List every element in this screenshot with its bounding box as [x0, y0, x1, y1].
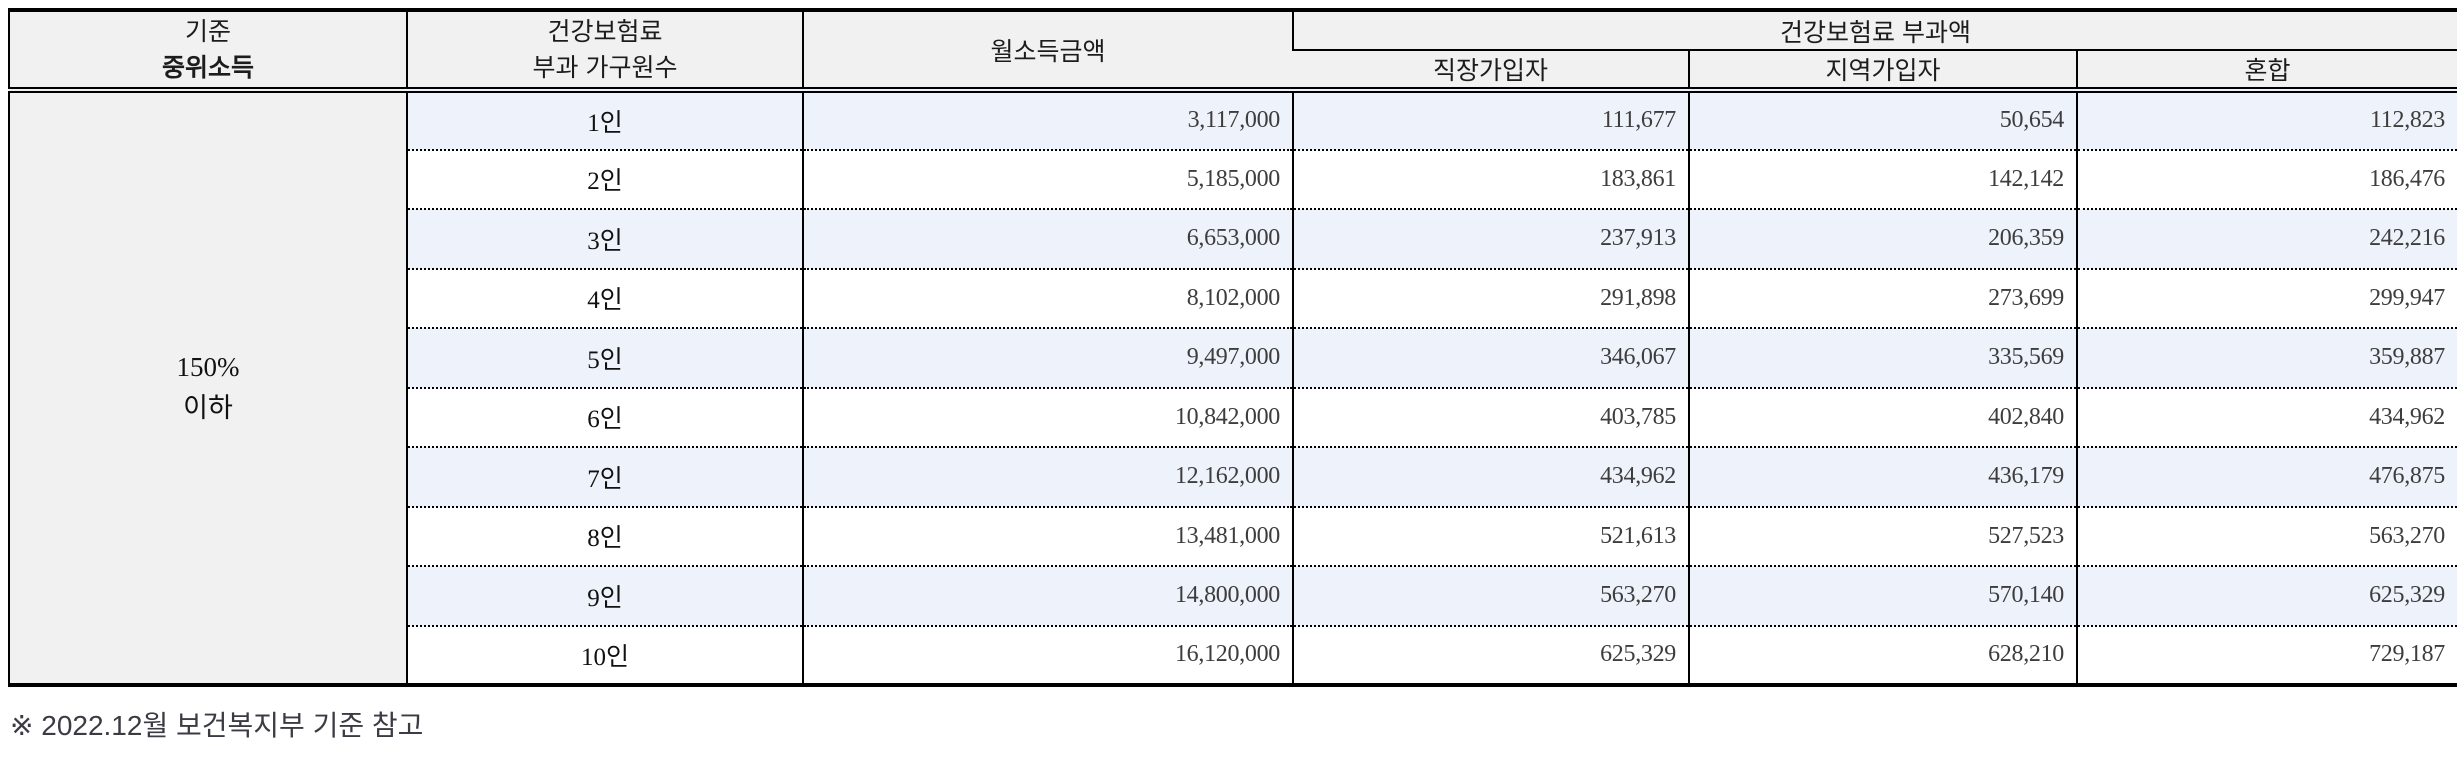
mixed-premium-cell: 729,187: [2076, 624, 2457, 685]
header-household-line1: 건강보험료: [547, 17, 663, 46]
monthly-income-cell: 14,800,000: [802, 565, 1293, 626]
workplace-premium-cell: 625,329: [1292, 624, 1689, 685]
monthly-income-cell: 16,120,000: [802, 624, 1293, 685]
header-mixed: 혼합: [2076, 50, 2457, 93]
regional-premium-cell: 628,210: [1688, 624, 2077, 685]
monthly-income-cell: 9,497,000: [802, 327, 1293, 388]
household-count-cell: 4인: [407, 267, 803, 328]
monthly-income-cell: 3,117,000: [802, 90, 1293, 150]
workplace-premium-cell: 111,677: [1292, 90, 1689, 150]
header-premium-group: 건강보험료 부과액: [1292, 10, 2457, 51]
household-count-cell: 2인: [407, 148, 803, 209]
table-row: 6인 10,842,000 403,785 402,840 434,962: [9, 386, 2457, 447]
header-workplace-subscriber: 직장가입자: [1293, 50, 1689, 93]
criteria-line2: 이하: [183, 393, 233, 423]
header-monthly-income: 월소득금액: [802, 10, 1293, 93]
header-criteria: 기준 중위소득: [9, 10, 407, 93]
mixed-premium-cell: 242,216: [2076, 208, 2457, 269]
mixed-premium-cell: 186,476: [2076, 148, 2457, 209]
health-insurance-premium-table: 기준 중위소득 건강보험료 부과 가구원수 월소득금액 건강보험료 부과액 직장…: [8, 8, 2457, 687]
workplace-premium-cell: 346,067: [1292, 327, 1689, 388]
header-household-count: 건강보험료 부과 가구원수: [406, 10, 803, 93]
workplace-premium-cell: 434,962: [1292, 446, 1689, 507]
workplace-premium-cell: 521,613: [1292, 505, 1689, 566]
criteria-line1: 150%: [176, 352, 240, 382]
mixed-premium-cell: 299,947: [2076, 267, 2457, 328]
header-criteria-line1: 기준: [184, 17, 231, 46]
mixed-premium-cell: 625,329: [2076, 565, 2457, 626]
regional-premium-cell: 142,142: [1688, 148, 2077, 209]
workplace-premium-cell: 403,785: [1292, 386, 1689, 447]
monthly-income-cell: 8,102,000: [802, 267, 1293, 328]
household-count-cell: 6인: [407, 386, 803, 447]
regional-premium-cell: 527,523: [1688, 505, 2077, 566]
household-count-cell: 5인: [407, 327, 803, 388]
workplace-premium-cell: 183,861: [1292, 148, 1689, 209]
workplace-premium-cell: 563,270: [1292, 565, 1689, 626]
table-row: 3인 6,653,000 237,913 206,359 242,216: [9, 208, 2457, 269]
monthly-income-cell: 10,842,000: [802, 386, 1293, 447]
regional-premium-cell: 570,140: [1688, 565, 2077, 626]
table-row: 4인 8,102,000 291,898 273,699 299,947: [9, 267, 2457, 328]
regional-premium-cell: 436,179: [1688, 446, 2077, 507]
table-header: 기준 중위소득 건강보험료 부과 가구원수 월소득금액 건강보험료 부과액 직장…: [9, 10, 2457, 93]
regional-premium-cell: 50,654: [1688, 90, 2077, 150]
header-criteria-line2: 중위소득: [161, 53, 254, 82]
household-count-cell: 7인: [407, 446, 803, 507]
page: 기준 중위소득 건강보험료 부과 가구원수 월소득금액 건강보험료 부과액 직장…: [8, 8, 2457, 741]
regional-premium-cell: 335,569: [1688, 327, 2077, 388]
mixed-premium-cell: 476,875: [2076, 446, 2457, 507]
table-body: 150% 이하 1인 3,117,000 111,677 50,654 112,823 2인 5…: [9, 90, 2457, 685]
monthly-income-cell: 6,653,000: [802, 208, 1293, 269]
header-household-line2: 부과 가구원수: [532, 53, 678, 82]
table-row: 10인 16,120,000 625,329 628,210 729,187: [9, 624, 2457, 685]
regional-premium-cell: 273,699: [1688, 267, 2077, 328]
household-count-cell: 3인: [407, 208, 803, 269]
table-row: 9인 14,800,000 563,270 570,140 625,329: [9, 565, 2457, 626]
monthly-income-cell: 5,185,000: [802, 148, 1293, 209]
table-row: 8인 13,481,000 521,613 527,523 563,270: [9, 505, 2457, 566]
workplace-premium-cell: 291,898: [1292, 267, 1689, 328]
household-count-cell: 8인: [407, 505, 803, 566]
table-row: 2인 5,185,000 183,861 142,142 186,476: [9, 148, 2457, 209]
table-row: 7인 12,162,000 434,962 436,179 476,875: [9, 446, 2457, 507]
regional-premium-cell: 402,840: [1688, 386, 2077, 447]
household-count-cell: 1인: [406, 90, 803, 150]
table-row: 5인 9,497,000 346,067 335,569 359,887: [9, 327, 2457, 388]
footnote: ※ 2022.12월 보건복지부 기준 참고: [10, 710, 424, 741]
household-count-cell: 9인: [407, 565, 803, 626]
mixed-premium-cell: 112,823: [2076, 90, 2457, 150]
regional-premium-cell: 206,359: [1688, 208, 2077, 269]
monthly-income-cell: 13,481,000: [802, 505, 1293, 566]
mixed-premium-cell: 434,962: [2076, 386, 2457, 447]
monthly-income-cell: 12,162,000: [802, 446, 1293, 507]
header-regional-subscriber: 지역가입자: [1688, 50, 2077, 93]
table-row: 150% 이하 1인 3,117,000 111,677 50,654 112,823: [9, 90, 2457, 685]
household-count-cell: 10인: [407, 624, 803, 685]
mixed-premium-cell: 359,887: [2076, 327, 2457, 388]
criteria-merged-cell: 150% 이하: [9, 90, 408, 685]
workplace-premium-cell: 237,913: [1292, 208, 1689, 269]
mixed-premium-cell: 563,270: [2076, 505, 2457, 566]
